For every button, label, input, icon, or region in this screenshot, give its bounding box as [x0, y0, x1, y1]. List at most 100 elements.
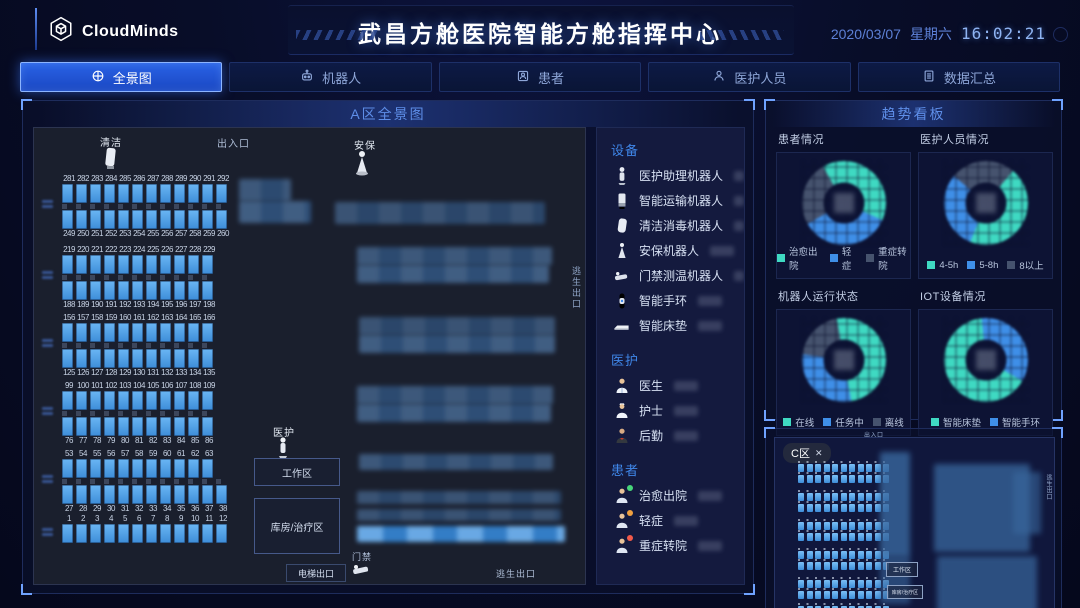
- bed-number: 33: [149, 504, 157, 513]
- bed-row: [62, 485, 230, 504]
- bedside-divider: [62, 343, 216, 348]
- bed-number: 28: [79, 504, 87, 513]
- logistics-icon: [613, 427, 630, 445]
- corner-accent: [764, 410, 775, 421]
- bed: [104, 485, 115, 504]
- bed-number: 292: [217, 174, 229, 183]
- bed-number: 161: [133, 313, 145, 322]
- status-badge: [627, 484, 633, 491]
- mini-bed: [832, 562, 838, 570]
- bed: [132, 210, 143, 229]
- bed-number: 192: [119, 300, 131, 309]
- bed-group: 53 54 55 56 57 58 59 60 61 62 63 27 28 29 30 31 32 33 34 35…: [62, 449, 230, 514]
- bed-number: 104: [133, 381, 145, 390]
- bed: [174, 417, 185, 436]
- row-marker: [42, 337, 54, 349]
- mini-bed: [832, 522, 838, 530]
- mattress-icon: [613, 317, 630, 335]
- bed-number: 5: [123, 514, 127, 523]
- bed-number: 162: [147, 313, 159, 322]
- blurred-center: [975, 350, 996, 370]
- mini-bed: [857, 475, 864, 483]
- bed-number-row: 156 157 158 159 160 161 162 163 164 165 166: [62, 313, 216, 323]
- mini-bed: [857, 504, 864, 512]
- blurred-region: [359, 335, 555, 353]
- legend-label: 治愈出院: [789, 247, 818, 272]
- mini-bed: [849, 562, 855, 570]
- title-hatch-left: [296, 30, 380, 40]
- close-icon[interactable]: ✕: [814, 447, 823, 458]
- bed: [118, 459, 129, 478]
- bed: [202, 485, 213, 504]
- mini-bed: [798, 464, 804, 472]
- bed-number: 285: [119, 174, 131, 183]
- bed: [160, 210, 171, 229]
- bed-number: 257: [175, 229, 187, 238]
- tab-机器人[interactable]: 机器人: [229, 62, 432, 92]
- legend-item-label: 智能手环: [639, 294, 688, 308]
- gear-icon[interactable]: [1053, 27, 1068, 42]
- mini-bed-row: [798, 504, 892, 512]
- bed-number: 255: [147, 229, 159, 238]
- zone-c-selector[interactable]: C区 ✕: [783, 443, 831, 463]
- bed-number: 159: [105, 313, 117, 322]
- bed-number: 82: [149, 436, 157, 445]
- mini-bed: [806, 591, 813, 599]
- bed: [90, 417, 101, 436]
- mini-bed: [849, 580, 855, 588]
- bed-number: 109: [203, 381, 215, 390]
- mini-bed-numbers: [798, 519, 890, 521]
- access-robot-icon[interactable]: [350, 561, 372, 582]
- mini-bed: [866, 493, 872, 501]
- mini-bed: [840, 504, 847, 512]
- bed-number: 253: [119, 229, 131, 238]
- cleaning-robot-icon[interactable]: [102, 146, 118, 177]
- bed: [174, 485, 185, 504]
- bed: [202, 323, 213, 342]
- security-robot-icon[interactable]: [353, 149, 371, 182]
- bed-number: 56: [107, 449, 115, 458]
- tab-数据汇总[interactable]: 数据汇总: [857, 62, 1061, 92]
- bed-number-row: 249 250 251 252 253 254 255 256 257 258 259 260: [62, 229, 230, 239]
- legend-label: 在线: [795, 418, 815, 429]
- bed-number: 100: [77, 381, 89, 390]
- bed-row: [62, 349, 216, 368]
- tab-患者[interactable]: 患者: [438, 62, 642, 92]
- bed-number: 156: [63, 313, 75, 322]
- nurse-icon: [613, 402, 630, 420]
- bed: [146, 255, 157, 274]
- zone-a-panel: A区全景图 清洁 出入口 安保 281 282 283 284 285 286 287 288…: [21, 99, 755, 595]
- medical-staff-zone-label: 医护: [273, 428, 295, 439]
- chart-legend-item: 智能手环: [990, 415, 1040, 429]
- bed-number: 221: [91, 245, 103, 254]
- legend-label: 任务中: [835, 418, 864, 429]
- bed-number: 160: [119, 313, 131, 322]
- escape-exit-right-label: 逃生出口: [571, 266, 581, 310]
- legend-swatch: [967, 261, 976, 269]
- bed-number: 103: [119, 381, 131, 390]
- weekday-text: 星期六: [909, 26, 952, 42]
- blurred-center: [833, 350, 854, 370]
- bed-number: 158: [91, 313, 103, 322]
- tab-医护人员[interactable]: 医护人员: [648, 62, 851, 92]
- bed-number: 8: [165, 514, 169, 523]
- mini-bed: [849, 475, 855, 483]
- bed-number: 252: [105, 229, 117, 238]
- bed-group: 99 100 101 102 103 104 105 106 107 108 109 76 77 78 79…: [62, 381, 216, 446]
- bed-number: 2: [81, 514, 85, 523]
- bed-number: 107: [175, 381, 187, 390]
- tab-全景图[interactable]: 全景图: [20, 62, 223, 92]
- data-summary-icon: [922, 69, 936, 86]
- chart-legend-item: 智能床垫: [930, 415, 981, 429]
- bed-number: 38: [219, 504, 227, 513]
- cleaning-robot-label: 清洁: [100, 138, 122, 149]
- bed: [146, 524, 157, 543]
- zone-a-map: 清洁 出入口 安保 281 282 283 284 285 286 287 288 289 290…: [33, 127, 586, 585]
- zone-c-panel: 出入口 C区 ✕ 工作区 库房/治疗区 逃生出口: [764, 427, 1063, 608]
- mini-bed: [823, 504, 830, 512]
- mini-bed: [798, 591, 804, 599]
- bed: [160, 255, 171, 274]
- bed-number: 287: [147, 174, 159, 183]
- bed: [62, 281, 73, 300]
